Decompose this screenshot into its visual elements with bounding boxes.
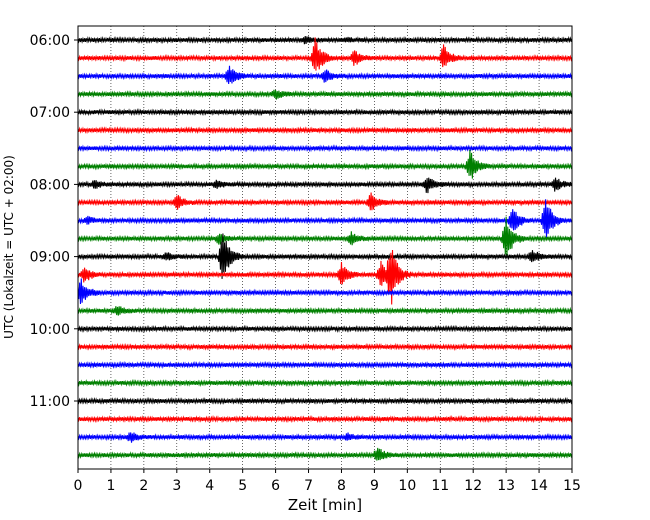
- x-tick-label: 6: [271, 478, 280, 494]
- trace-line: [78, 233, 572, 279]
- trace-line: [78, 324, 572, 333]
- trace-line: [78, 278, 572, 305]
- trace-line: [78, 378, 572, 388]
- x-tick-label: 14: [530, 478, 548, 494]
- trace-line: [78, 89, 572, 100]
- x-tick-label: 2: [139, 478, 148, 494]
- y-tick-label: 10:00: [30, 322, 70, 338]
- trace-line: [78, 35, 572, 45]
- plot-frame: [77, 25, 573, 470]
- trace-line: [78, 432, 572, 443]
- trace-line: [78, 447, 572, 461]
- trace-line: [78, 396, 572, 406]
- trace-line: [78, 342, 572, 351]
- trace-line: [78, 144, 572, 153]
- trace-line: [78, 360, 572, 369]
- x-tick-label: 5: [238, 478, 247, 494]
- x-tick-label: 4: [205, 478, 214, 494]
- x-tick-label: 7: [304, 478, 313, 494]
- y-axis-ticks: 06:00 07:00 08:00 09:00 10:00 11:00: [30, 33, 78, 410]
- x-tick-label: 9: [370, 478, 379, 494]
- x-tick-label: 10: [398, 478, 416, 494]
- x-tick-label: 13: [497, 478, 515, 494]
- x-tick-label: 11: [431, 478, 449, 494]
- x-axis-ticks: 0 1 2 3 4 5 6 7 8 9 10 11 12 13 14 15: [74, 469, 581, 494]
- x-tick-label: 15: [563, 478, 581, 494]
- y-tick-label: 07:00: [30, 105, 70, 121]
- trace-line: [78, 306, 572, 316]
- y-axis-label: UTC (Lokalzeit = UTC + 02:00): [2, 155, 16, 339]
- y-tick-label: 06:00: [30, 33, 70, 49]
- y-tick-label: 08:00: [30, 177, 70, 193]
- trace-line: [78, 126, 572, 135]
- trace-line: [78, 108, 572, 117]
- trace-line: [78, 249, 572, 305]
- seismic-traces: [78, 35, 572, 461]
- x-tick-label: 8: [337, 478, 346, 494]
- trace-line: [78, 414, 572, 424]
- x-tick-label: 3: [172, 478, 181, 494]
- y-tick-label: 09:00: [30, 250, 70, 266]
- x-tick-label: 0: [74, 478, 83, 494]
- trace-line: [78, 37, 572, 71]
- trace-line: [78, 216, 572, 256]
- trace-line: [78, 177, 572, 194]
- trace-line: [78, 192, 572, 211]
- trace-line: [78, 65, 572, 84]
- x-tick-label: 1: [106, 478, 115, 494]
- trace-line: [78, 199, 572, 240]
- trace-line: [78, 149, 572, 179]
- x-tick-label: 12: [464, 478, 482, 494]
- vertical-grid-lines: [110, 26, 540, 469]
- y-tick-label: 11:00: [30, 394, 70, 410]
- x-axis-label: Zeit [min]: [288, 496, 362, 514]
